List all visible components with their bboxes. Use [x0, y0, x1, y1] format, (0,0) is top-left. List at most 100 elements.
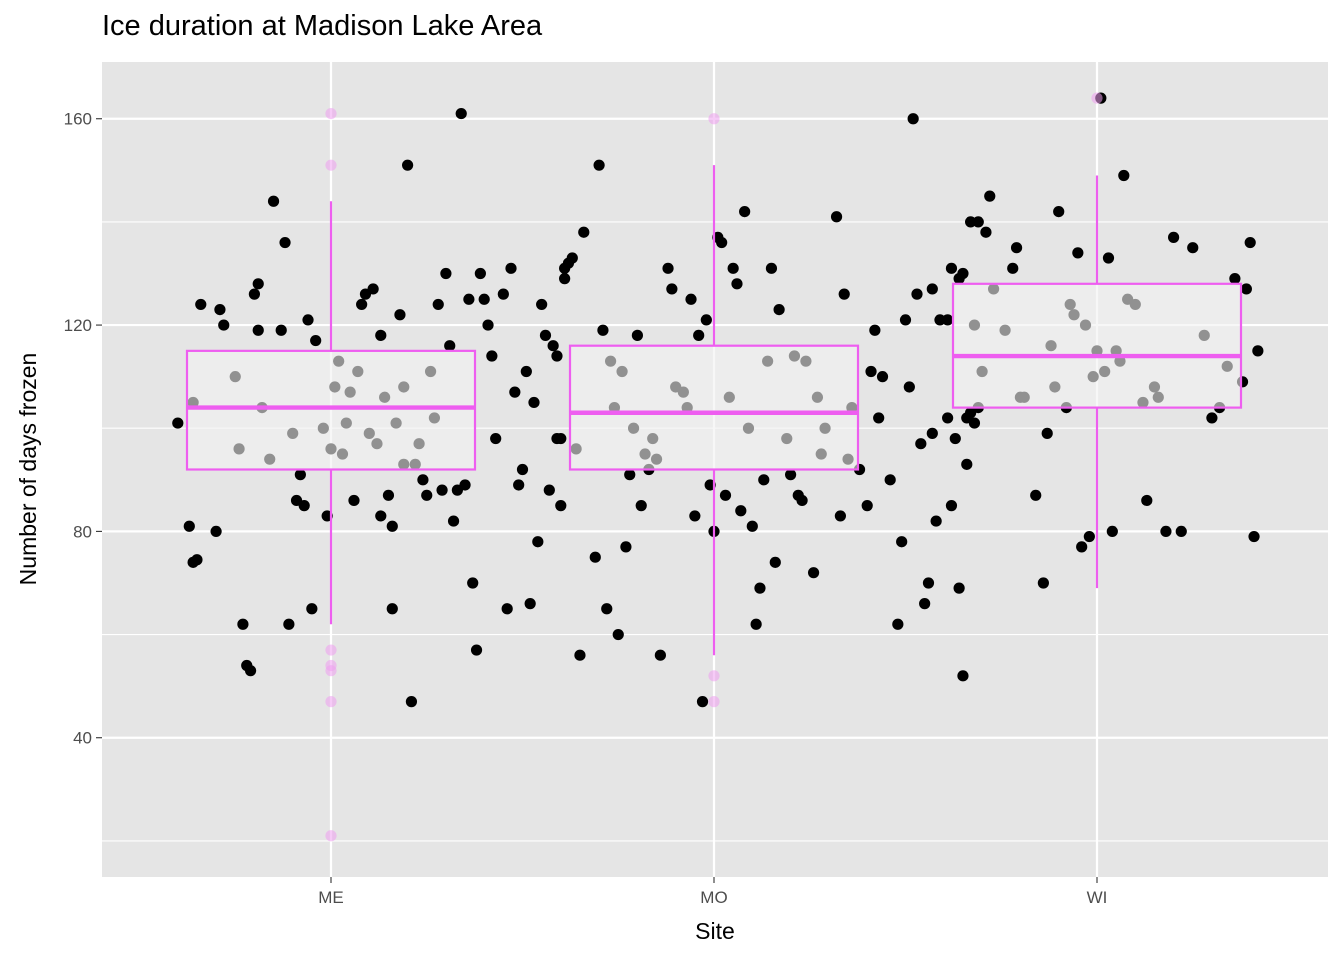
- x-tick-label: MO: [700, 888, 727, 907]
- data-point: [547, 340, 559, 352]
- x-tick-label: ME: [318, 888, 344, 907]
- data-point: [1160, 525, 1172, 537]
- data-point: [972, 216, 984, 228]
- data-point: [693, 329, 705, 341]
- data-point: [620, 541, 632, 553]
- data-point: [310, 334, 322, 347]
- data-point: [298, 500, 310, 512]
- data-point: [267, 195, 280, 207]
- y-axis-label: Number of days frozen: [15, 353, 41, 586]
- data-point: [1252, 345, 1264, 357]
- data-point: [294, 469, 306, 481]
- x-axis-label: Site: [695, 918, 735, 944]
- data-point: [899, 314, 912, 326]
- data-point: [375, 510, 387, 522]
- data-point: [942, 412, 954, 424]
- data-point: [1037, 577, 1049, 589]
- outlier-point: [1091, 92, 1103, 104]
- data-point: [532, 536, 544, 548]
- data-point: [478, 293, 490, 305]
- data-point: [447, 515, 460, 527]
- data-point: [700, 314, 712, 326]
- data-point: [953, 582, 965, 594]
- data-point: [635, 500, 647, 512]
- data-point: [210, 525, 222, 537]
- data-point: [696, 696, 709, 708]
- data-point: [214, 303, 226, 316]
- y-tick-label: 80: [73, 522, 92, 541]
- data-point: [183, 520, 195, 532]
- data-point: [1248, 530, 1260, 543]
- data-point: [896, 536, 908, 548]
- data-point: [555, 500, 567, 512]
- data-point: [869, 324, 881, 336]
- data-point: [597, 324, 609, 336]
- data-point: [739, 205, 751, 218]
- data-point: [765, 262, 778, 274]
- data-point: [421, 489, 433, 501]
- boxplot-me: [185, 107, 477, 842]
- data-point: [689, 510, 701, 522]
- data-point: [1102, 252, 1115, 264]
- data-point: [440, 267, 452, 280]
- data-point: [685, 293, 697, 305]
- data-point: [566, 252, 578, 264]
- data-point: [382, 489, 395, 501]
- data-point: [884, 474, 896, 486]
- data-point: [754, 582, 766, 594]
- data-point: [631, 329, 644, 341]
- data-point: [735, 505, 747, 517]
- data-point: [528, 396, 540, 409]
- data-point: [237, 618, 249, 630]
- x-tick-label: WI: [1087, 888, 1108, 907]
- data-point: [654, 649, 666, 661]
- data-point: [1187, 242, 1199, 254]
- data-point: [624, 469, 636, 481]
- data-point: [252, 278, 264, 290]
- data-point: [1007, 262, 1019, 274]
- data-point: [942, 314, 954, 326]
- data-point: [1041, 427, 1053, 439]
- outlier-point: [708, 696, 720, 708]
- data-point: [716, 236, 728, 249]
- data-point: [559, 273, 571, 285]
- data-point: [509, 386, 521, 398]
- data-point: [252, 324, 264, 336]
- data-point: [892, 618, 904, 630]
- data-point: [275, 324, 287, 336]
- data-point: [945, 262, 958, 274]
- iqr-box: [951, 282, 1243, 409]
- data-point: [543, 484, 555, 496]
- y-axis: 40 80 120 160: [64, 110, 102, 748]
- data-point: [191, 554, 203, 566]
- data-point: [470, 644, 483, 656]
- data-point: [1030, 489, 1042, 501]
- data-point: [536, 298, 548, 311]
- data-point: [961, 458, 973, 470]
- data-point: [386, 520, 398, 532]
- data-point: [513, 479, 525, 491]
- data-point: [524, 598, 536, 610]
- box-plots: [185, 92, 1243, 842]
- data-point: [459, 479, 471, 491]
- data-point: [746, 520, 758, 532]
- data-point: [302, 314, 314, 326]
- data-point: [796, 494, 808, 507]
- data-point: [727, 262, 739, 274]
- data-point: [873, 412, 885, 424]
- data-point: [662, 262, 674, 274]
- data-point: [402, 159, 414, 171]
- data-point: [501, 603, 513, 615]
- data-point: [244, 665, 257, 677]
- data-point: [195, 298, 207, 311]
- outlier-point: [325, 830, 337, 842]
- data-point: [486, 350, 498, 362]
- data-point: [601, 603, 613, 615]
- chart-title: Ice duration at Madison Lake Area: [102, 10, 543, 42]
- data-point: [1083, 530, 1095, 543]
- data-point: [520, 365, 532, 378]
- data-point: [463, 293, 475, 305]
- data-point: [965, 216, 977, 228]
- data-point: [589, 551, 601, 563]
- data-point: [865, 365, 877, 378]
